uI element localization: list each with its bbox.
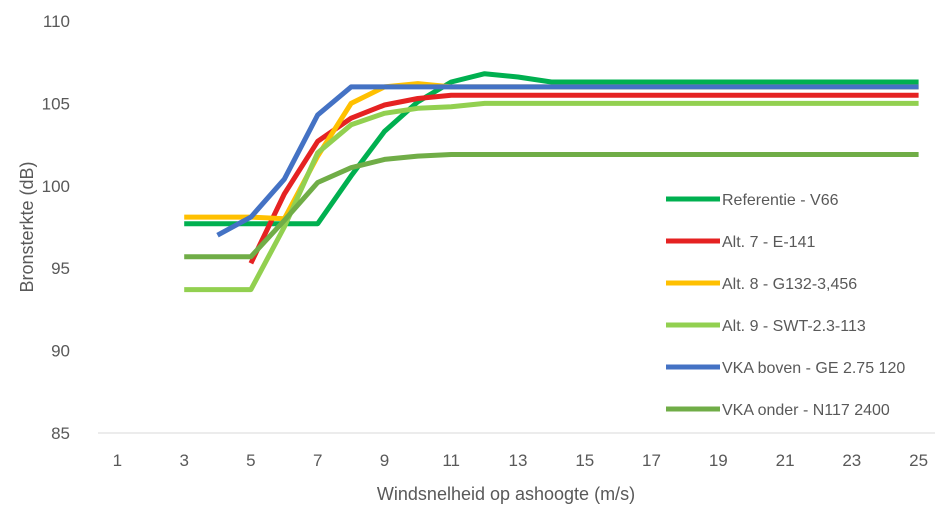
x-tick-label: 19 xyxy=(709,451,728,470)
x-tick-label: 21 xyxy=(776,451,795,470)
x-tick-label: 9 xyxy=(380,451,389,470)
y-tick-label: 110 xyxy=(43,12,70,31)
x-tick-labels: 1 3 5 7 9 11 13 15 17 19 21 23 25 xyxy=(113,451,928,470)
x-tick-label: 5 xyxy=(246,451,255,470)
series-line xyxy=(184,152,919,260)
plot-lines xyxy=(184,71,919,293)
series-line xyxy=(248,92,919,265)
legend: Referentie - V66 Alt. 7 - E-141 Alt. 8 - G… xyxy=(666,192,905,419)
x-tick-label: 15 xyxy=(575,451,594,470)
y-tick-label: 90 xyxy=(51,342,70,361)
y-tick-label: 85 xyxy=(51,424,70,443)
x-tick-label: 3 xyxy=(179,451,188,470)
series-line xyxy=(184,71,919,227)
x-tick-label: 11 xyxy=(442,451,460,470)
y-tick-label: 105 xyxy=(42,94,70,113)
y-tick-label: 100 xyxy=(42,177,70,196)
legend-label: Alt. 7 - E-141 xyxy=(722,234,815,251)
legend-label: Alt. 9 - SWT-2.3-113 xyxy=(722,318,866,335)
legend-label: VKA boven - GE 2.75 120 xyxy=(722,360,905,377)
y-axis-title: Bronsterkte (dB) xyxy=(17,161,37,292)
legend-label: VKA onder - N117 2400 xyxy=(722,402,890,419)
x-tick-label: 25 xyxy=(909,451,928,470)
x-tick-label: 1 xyxy=(113,451,122,470)
legend-label: Alt. 8 - G132-3,456 xyxy=(722,276,857,293)
x-tick-label: 23 xyxy=(842,451,861,470)
x-tick-label: 13 xyxy=(509,451,528,470)
x-axis-title: Windsnelheid op ashoogte (m/s) xyxy=(377,484,635,504)
y-tick-labels: 85 90 95 100 105 110 xyxy=(42,12,70,443)
legend-label: Referentie - V66 xyxy=(722,192,839,209)
series-line xyxy=(216,84,919,238)
x-tick-label: 7 xyxy=(313,451,322,470)
y-tick-label: 95 xyxy=(51,259,70,278)
x-tick-label: 17 xyxy=(642,451,661,470)
series-line xyxy=(184,100,919,293)
